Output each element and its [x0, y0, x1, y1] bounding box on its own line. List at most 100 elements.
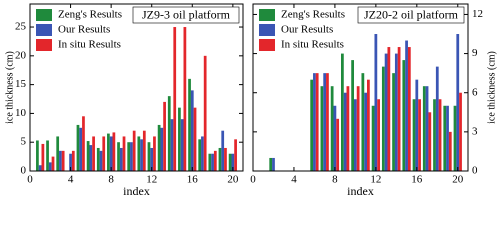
x-tick-label: 0	[250, 174, 256, 186]
bar	[397, 47, 401, 171]
bar	[117, 142, 120, 171]
bar	[41, 143, 45, 171]
y-tick-label: 20	[15, 49, 27, 61]
bar	[433, 99, 436, 171]
bar	[407, 47, 411, 171]
bar	[109, 136, 113, 171]
bar	[443, 105, 447, 171]
bar	[272, 157, 275, 171]
bar	[198, 139, 202, 171]
bar	[107, 133, 110, 171]
y-tick-label: 3	[472, 125, 478, 137]
bar	[343, 92, 347, 171]
y-tick-label: 25	[15, 21, 27, 33]
bar	[82, 116, 85, 171]
bar	[361, 73, 365, 171]
x-tick-label: 12	[146, 174, 157, 186]
bar	[36, 140, 39, 171]
legend-swatch	[36, 39, 52, 51]
bar	[336, 118, 340, 171]
bar	[231, 153, 235, 171]
x-tick-label: 20	[227, 174, 239, 186]
bar	[142, 130, 146, 171]
bar	[132, 130, 136, 171]
x-axis-label: index	[123, 184, 150, 198]
bar	[333, 105, 337, 171]
bar	[89, 145, 93, 171]
bar	[140, 139, 143, 171]
x-tick-label: 0	[27, 174, 33, 186]
bar	[428, 112, 432, 171]
title-box	[357, 6, 465, 24]
bar	[201, 136, 204, 171]
bar	[61, 150, 65, 171]
y-tick-label: 12	[472, 8, 483, 20]
bar	[71, 150, 75, 171]
chart: 0 4 8 12 16 20 0 5 10 15 20 25 index ice thickness (c…	[4, 3, 497, 198]
bar	[102, 136, 106, 171]
x-axis-label: index	[347, 184, 374, 198]
bar	[374, 34, 378, 171]
bar	[364, 92, 368, 171]
y-tick-label: 5	[21, 136, 27, 148]
bar	[190, 90, 194, 171]
x-tick-label: 8	[332, 174, 338, 186]
bar	[425, 86, 429, 171]
bar	[56, 136, 60, 171]
legend-label: In situ Results	[58, 39, 121, 51]
bar	[228, 153, 232, 171]
bar	[405, 40, 408, 171]
bar	[211, 153, 214, 171]
bar	[310, 79, 314, 171]
bar	[76, 124, 80, 171]
plot-frame	[29, 3, 244, 172]
bar	[203, 55, 207, 171]
chart-title: JZ20-2 oil platform	[364, 7, 459, 21]
bar	[167, 96, 171, 171]
bar	[340, 53, 344, 171]
legend-swatch	[36, 24, 52, 36]
bar	[234, 139, 237, 171]
y-axis-label: ice thickness (cm)	[4, 51, 15, 124]
bar	[183, 27, 187, 171]
bar	[402, 60, 406, 171]
y-tick-label: 0	[472, 165, 478, 177]
bar	[415, 79, 419, 171]
bar	[459, 92, 462, 171]
x-tick-label: 12	[370, 174, 381, 186]
bar	[163, 101, 166, 171]
bar	[326, 73, 329, 171]
legend-swatch	[36, 9, 52, 21]
bar	[392, 73, 395, 171]
y-tick-label: 6	[472, 86, 478, 98]
bar	[86, 141, 90, 171]
bar	[367, 79, 370, 171]
legend-swatch	[259, 39, 275, 51]
bar	[46, 140, 49, 171]
x-tick-label: 20	[452, 174, 464, 186]
bar	[122, 136, 126, 171]
x-tick-label: 4	[68, 174, 74, 186]
bar	[446, 105, 449, 171]
bar	[150, 147, 154, 171]
bar	[96, 147, 100, 171]
plot-frame	[252, 3, 469, 172]
legend-label: Zeng's Results	[58, 9, 122, 21]
bar	[315, 73, 319, 171]
bar	[438, 99, 442, 171]
title-box	[132, 6, 240, 24]
bar	[51, 156, 55, 171]
legend-label: In situ Results	[281, 39, 344, 51]
bar	[456, 34, 460, 171]
bar	[153, 136, 156, 171]
legend-swatch	[259, 9, 275, 21]
bar	[320, 86, 324, 171]
bar	[448, 131, 452, 171]
legend-label: Our Results	[58, 24, 110, 36]
bar	[193, 107, 197, 171]
bar	[353, 99, 357, 171]
bar	[48, 162, 52, 171]
legend-swatch	[259, 24, 275, 36]
x-tick-label: 8	[108, 174, 114, 186]
bar	[127, 142, 131, 171]
